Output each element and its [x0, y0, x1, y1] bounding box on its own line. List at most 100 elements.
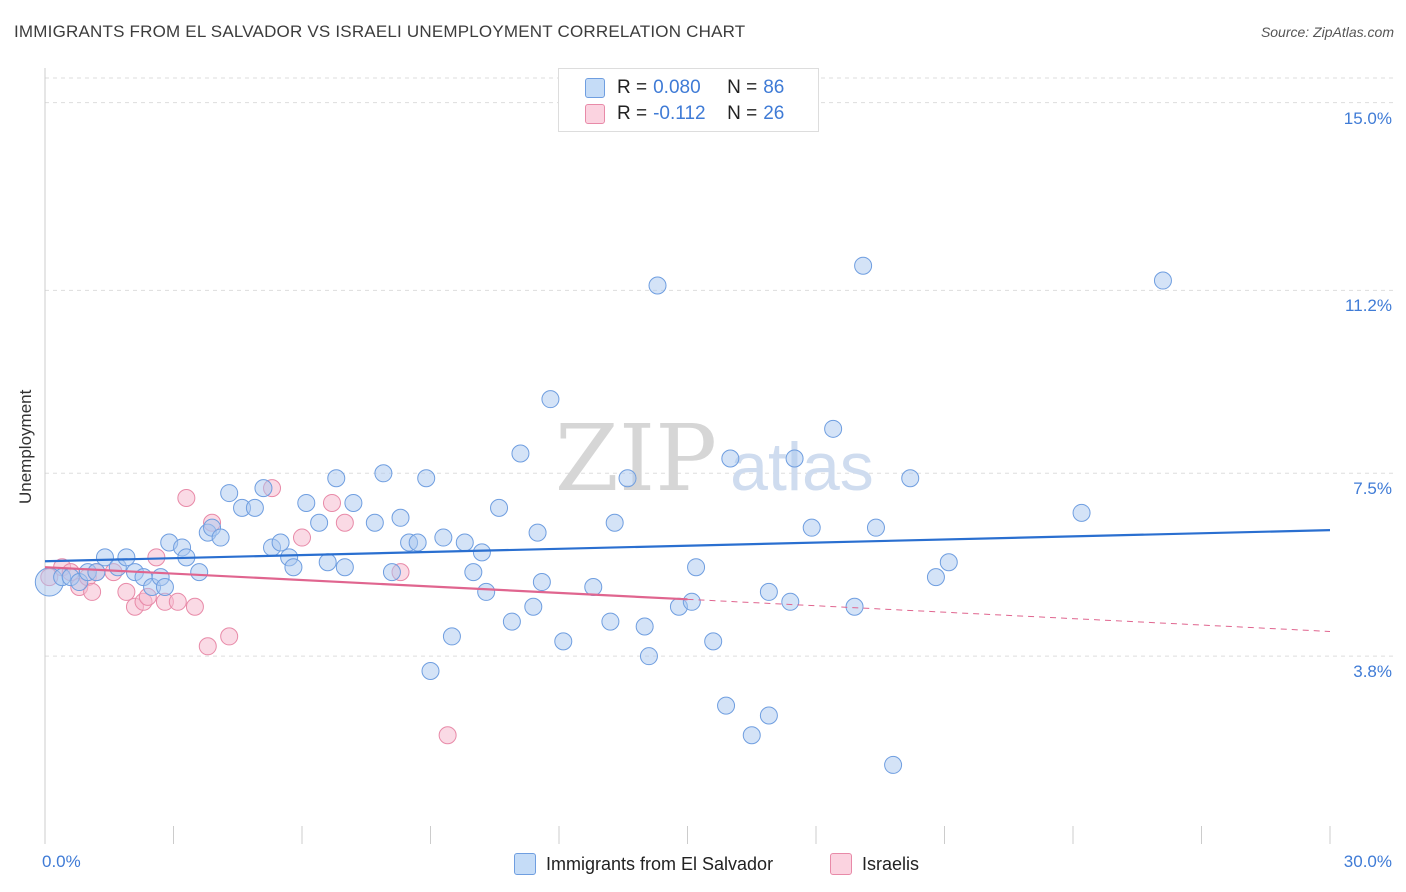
data-point-israelis [438, 726, 457, 745]
legend-n-label: N = [727, 103, 758, 124]
data-point-el-salvador [365, 513, 384, 532]
legend-label: Immigrants from El Salvador [546, 853, 774, 874]
data-point-el-salvador [541, 390, 560, 409]
legend-n-label: N = [727, 77, 758, 98]
legend-item-el-salvador: Immigrants from El Salvador [514, 852, 773, 876]
data-point-el-salvador [1153, 271, 1172, 290]
data-point-el-salvador [297, 493, 316, 512]
data-point-el-salvador [344, 493, 363, 512]
data-point-el-salvador [648, 276, 667, 295]
x-tick-label-max: 30.0% [1343, 852, 1392, 871]
data-point-el-salvador [417, 469, 436, 488]
data-point-el-salvador [926, 568, 945, 587]
trend-lines [44, 529, 1331, 632]
trend-line-israelis-extension [687, 598, 1331, 632]
data-point-el-salvador [442, 627, 461, 646]
legend-n-value: 86 [763, 77, 785, 98]
legend-r-value: -0.112 [653, 103, 706, 124]
data-point-el-salvador [901, 469, 920, 488]
data-point-el-salvador [781, 592, 800, 611]
y-tick-label: 15.0% [1343, 108, 1392, 128]
data-point-el-salvador [335, 558, 354, 577]
data-point-el-salvador [639, 647, 658, 666]
data-point-el-salvador [939, 553, 958, 572]
data-point-el-salvador [759, 706, 778, 725]
legend-row-el-salvador: R = 0.080 N = 86 [585, 76, 784, 100]
data-point-el-salvador [310, 513, 329, 532]
data-point-el-salvador [391, 508, 410, 527]
legend-label: Israelis [862, 853, 920, 874]
data-point-el-salvador [318, 553, 337, 572]
data-point-el-salvador [717, 696, 736, 715]
watermark-zip: ZIP [555, 405, 717, 512]
data-point-israelis [177, 489, 196, 508]
data-point-israelis [293, 528, 311, 547]
x-tick-label-min: 0.0% [42, 852, 81, 871]
legend-n-value: 26 [763, 103, 785, 124]
correlation-legend: R = 0.080 N = 86 R = -0.112 N = 26 [558, 68, 819, 132]
data-point-el-salvador [687, 558, 706, 577]
y-tick-label: 3.8% [1353, 662, 1392, 682]
data-point-el-salvador [884, 755, 903, 774]
data-point-el-salvador [455, 533, 474, 552]
data-point-el-salvador [190, 563, 209, 582]
data-point-el-salvador [511, 444, 530, 463]
data-point-el-salvador [408, 533, 427, 552]
legend-r-label: R = [617, 77, 648, 98]
data-point-el-salvador [845, 597, 864, 616]
legend-r-value: 0.080 [653, 77, 701, 98]
data-point-israelis [117, 582, 136, 601]
data-point-israelis [185, 597, 204, 616]
watermark-atlas: atlas [730, 429, 874, 505]
data-point-el-salvador [524, 597, 543, 616]
data-point-el-salvador [759, 582, 778, 601]
y-tick-label: 7.5% [1353, 479, 1392, 499]
data-point-el-salvador [532, 573, 551, 592]
data-point-el-salvador [254, 479, 273, 498]
data-point-el-salvador [464, 563, 483, 582]
data-point-el-salvador [605, 513, 624, 532]
legend-swatch-pink [585, 104, 605, 124]
grid-lines [45, 77, 1395, 657]
legend-item-israelis: Israelis [830, 852, 919, 876]
data-point-el-salvador [117, 548, 136, 567]
data-point-el-salvador [220, 484, 239, 503]
data-point-el-salvador [382, 563, 401, 582]
legend-swatch-pink [830, 853, 852, 875]
el-salvador-points [34, 256, 1172, 774]
data-point-el-salvador [245, 498, 264, 517]
data-point-el-salvador [1072, 503, 1091, 522]
data-point-israelis [168, 592, 187, 611]
data-point-el-salvador [554, 632, 573, 651]
data-point-el-salvador [635, 617, 654, 636]
data-point-el-salvador [472, 543, 491, 562]
legend-swatch-blue [514, 853, 536, 875]
data-point-el-salvador [824, 419, 843, 438]
data-point-el-salvador [785, 449, 804, 468]
data-point-israelis [147, 548, 166, 567]
data-point-el-salvador [704, 632, 723, 651]
data-point-el-salvador [802, 518, 821, 537]
data-point-el-salvador [421, 662, 440, 681]
data-point-el-salvador [601, 612, 620, 631]
legend-swatch-blue [585, 78, 605, 98]
data-point-el-salvador [584, 577, 603, 596]
data-point-el-salvador [95, 548, 114, 567]
data-point-el-salvador [211, 528, 230, 547]
data-point-el-salvador [742, 726, 761, 745]
data-point-el-salvador [477, 582, 496, 601]
data-point-el-salvador [327, 469, 346, 488]
axes [44, 68, 1331, 844]
data-point-el-salvador [490, 498, 509, 517]
data-point-el-salvador [87, 563, 106, 582]
data-point-el-salvador [502, 612, 521, 631]
data-point-israelis [322, 493, 341, 512]
data-point-el-salvador [682, 592, 701, 611]
trend-line-el-salvador [44, 529, 1331, 563]
chart-source: Source: ZipAtlas.com [1260, 24, 1394, 40]
data-point-el-salvador [374, 464, 393, 483]
data-point-el-salvador [434, 528, 453, 547]
data-point-el-salvador [866, 518, 885, 537]
trend-line-israelis [44, 566, 688, 601]
data-point-el-salvador [854, 256, 873, 275]
